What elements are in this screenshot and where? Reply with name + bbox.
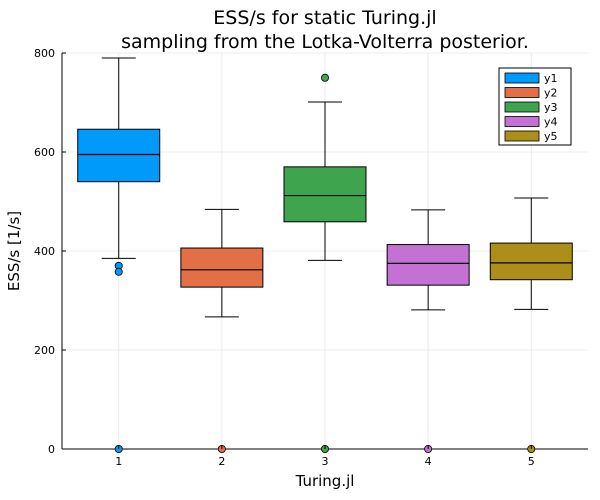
- y-tick-label: 800: [34, 47, 55, 60]
- box-iqr: [180, 247, 264, 288]
- legend-swatch-y2: [504, 87, 540, 98]
- box-iqr: [386, 244, 470, 286]
- boxes-layer: [77, 57, 573, 453]
- box-y4: [386, 209, 470, 453]
- box-iqr: [489, 242, 573, 281]
- chart-subtitle: sampling from the Lotka-Volterra posteri…: [121, 31, 529, 53]
- outlier-point: [320, 73, 329, 82]
- y-tick-label: 0: [48, 443, 55, 456]
- legend-label-y3: y3: [544, 101, 558, 114]
- y-tick-label: 400: [34, 245, 55, 258]
- x-tick-label: 2: [218, 455, 225, 468]
- x-tick-label: 4: [425, 455, 432, 468]
- legend-swatch-y5: [504, 130, 540, 142]
- ticks-layer: 0 200 400 600 800 1 2 3 4 5: [34, 47, 535, 468]
- legend-swatch-y1: [504, 72, 540, 84]
- y-axis-label: ESS/s [1/s]: [5, 211, 23, 291]
- box-iqr: [77, 128, 161, 183]
- legend-label-y1: y1: [544, 72, 558, 85]
- box-y1: [77, 57, 161, 453]
- x-tick-label: 5: [528, 455, 535, 468]
- outlier-point: [114, 267, 123, 276]
- legend-label-y5: y5: [544, 130, 558, 143]
- box-y5: [489, 197, 573, 453]
- y-tick-label: 600: [34, 146, 55, 159]
- x-axis-label: Turing.jl: [295, 472, 355, 490]
- legend-swatch-y3: [504, 101, 540, 113]
- legend-label-y4: y4: [544, 116, 558, 129]
- box-y3: [283, 73, 367, 453]
- legend-swatch-y4: [504, 116, 540, 127]
- x-tick-label: 1: [115, 455, 122, 468]
- y-tick-label: 200: [34, 344, 55, 357]
- x-tick-label: 3: [322, 455, 329, 468]
- chart-title: ESS/s for static Turing.jl: [213, 7, 436, 29]
- legend-label-y2: y2: [544, 87, 558, 100]
- box-y2: [180, 208, 264, 453]
- box-iqr: [283, 166, 367, 223]
